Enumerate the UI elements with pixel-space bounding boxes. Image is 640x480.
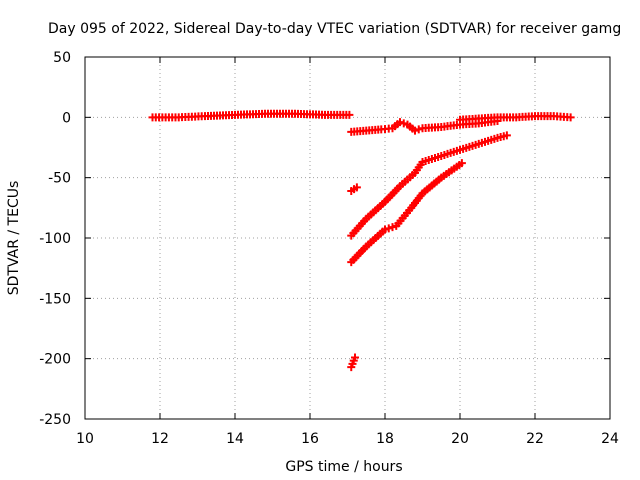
data-point [502,131,511,140]
data-point [381,225,389,234]
x-tick-label: 12 [151,431,169,447]
chart-title: Day 095 of 2022, Sidereal Day-to-day VTE… [48,21,621,37]
series-track-descent-a [347,131,511,240]
data-point [411,126,419,135]
data-point [388,223,397,232]
x-tick-label: 14 [226,431,244,447]
data-point [566,113,575,122]
x-tick-label: 20 [451,431,469,447]
y-tick-label: -150 [39,291,71,307]
y-tick-label: 50 [53,50,71,66]
x-tick-label: 10 [76,431,94,447]
x-tick-label: 22 [526,431,544,447]
data-marks [148,109,575,372]
y-tick-label: -100 [39,231,71,247]
data-point [457,159,466,168]
grid-lines [85,57,610,419]
y-tick-label: 0 [62,110,71,126]
data-point [352,183,361,192]
y-tick-label: -200 [39,352,71,368]
series-track-descent-b [347,159,466,267]
x-tick-label: 24 [601,431,619,447]
data-point [345,110,354,119]
data-point [351,353,359,362]
series-track-main-early [148,109,354,122]
y-tick-label: -250 [39,412,71,428]
data-point [399,119,408,128]
x-tick-label: 16 [301,431,319,447]
y-tick-label: -50 [48,171,71,187]
series-track-mid-low [347,116,502,136]
series-fragment-b [347,353,359,372]
y-axis-label: SDTVAR / TECUs [6,181,22,296]
series-track-late-top [456,112,575,124]
axes: 10 12 14 16 18 20 22 24 50 0 -50 -100 -150 -200 -250 [39,50,619,447]
x-tick-label: 18 [376,431,394,447]
data-point [384,224,393,233]
data-point [414,125,423,134]
series-fragment-a [347,183,361,195]
data-point [396,118,404,127]
plot-frame [84,56,611,420]
x-axis-label: GPS time / hours [285,459,402,475]
